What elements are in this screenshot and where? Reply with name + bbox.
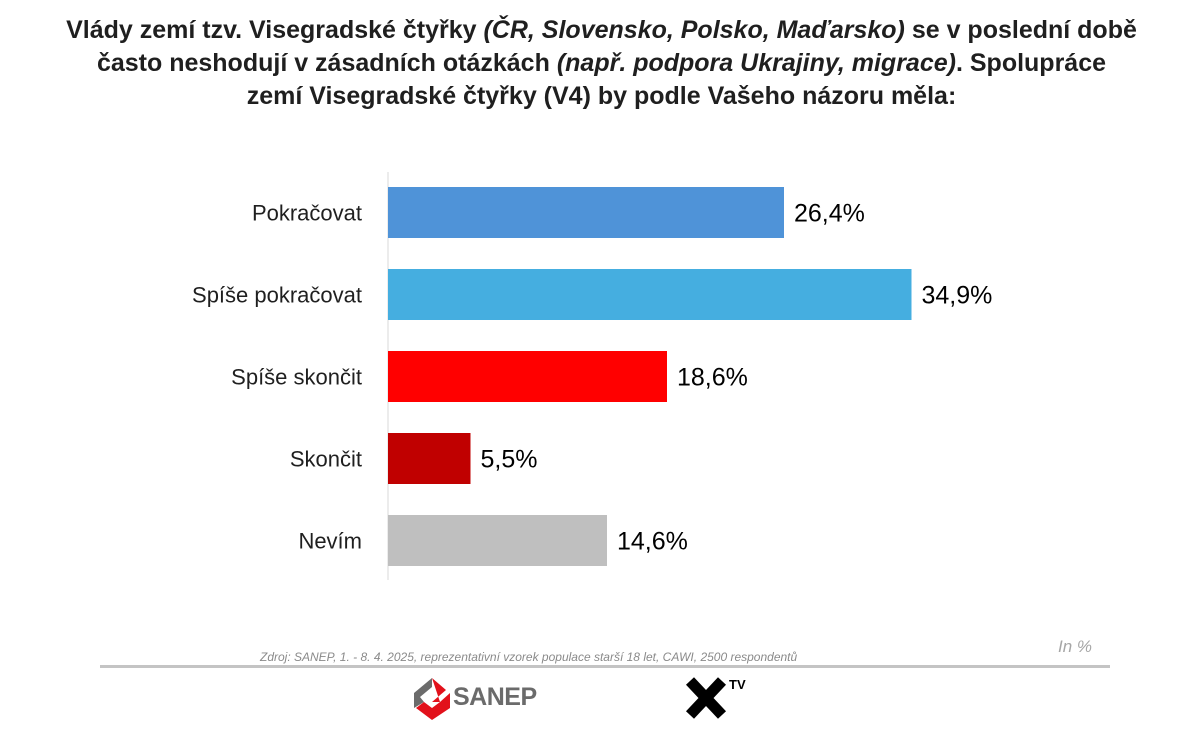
bar-chart: Pokračovat 26,4% Spíše pokračovat 34,9% Spíš…	[192, 172, 993, 580]
bar	[388, 515, 607, 566]
category-label: Pokračovat	[252, 201, 362, 226]
x-tv-logo-text: TV	[729, 677, 746, 692]
data-label: 26,4%	[794, 200, 865, 228]
bar	[388, 433, 471, 484]
bar	[388, 187, 784, 238]
category-label: Spíše pokračovat	[192, 283, 362, 308]
data-label: 34,9%	[922, 282, 993, 310]
sanep-logo-icon	[414, 678, 450, 720]
title-text: zemí Visegradské čtyřky (V4) by podle Va…	[246, 82, 957, 110]
bar	[388, 269, 912, 320]
chart-title: Vlády zemí tzv. Visegradské čtyřky (ČR, …	[10, 14, 1193, 113]
source-note: Zdroj: SANEP, 1. - 8. 4. 2025, reprezent…	[260, 650, 798, 664]
title-text: . Spolupráce	[955, 49, 1107, 77]
title-text-italic: (ČR, Slovensko, Polsko, Maďarsko)	[483, 16, 905, 44]
data-label: 18,6%	[677, 364, 748, 392]
sanep-logo: SANEP	[410, 675, 560, 723]
title-text: často neshodují v zásadních otázkách	[96, 49, 557, 77]
title-text: se v poslední době	[904, 16, 1137, 44]
x-tv-logo: TV	[684, 675, 764, 723]
title-line-2: často neshodují v zásadních otázkách (na…	[10, 47, 1193, 80]
title-line-3: zemí Visegradské čtyřky (V4) by podle Va…	[10, 80, 1193, 113]
title-text-italic: (např. podpora Ukrajiny, migrace)	[556, 49, 956, 77]
footer-divider	[100, 665, 1110, 668]
sanep-logo-text: SANEP	[453, 683, 537, 711]
category-label: Nevím	[298, 529, 362, 554]
category-label: Spíše skončit	[231, 365, 362, 390]
title-line-1: Vlády zemí tzv. Visegradské čtyřky (ČR, …	[10, 14, 1193, 47]
bar	[388, 351, 667, 402]
category-label: Skončit	[290, 447, 362, 472]
x-tv-logo-icon	[685, 677, 727, 719]
unit-note: In %	[1058, 637, 1093, 656]
data-label: 5,5%	[481, 446, 538, 474]
title-text: Vlády zemí tzv. Visegradské čtyřky	[66, 16, 484, 44]
data-label: 14,6%	[617, 528, 688, 556]
